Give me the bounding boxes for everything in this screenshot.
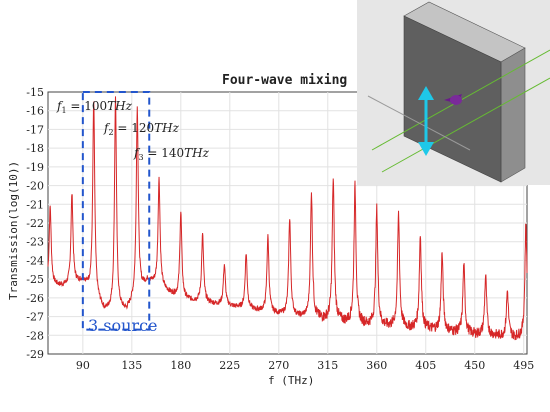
f2-annotation: f2 = 120THz (103, 121, 180, 137)
cone-base (450, 95, 462, 105)
device-inset (357, 0, 550, 185)
chart-title: Four-wave mixing (222, 73, 347, 88)
y-tick-label: -23 (26, 236, 44, 249)
series-line (47, 96, 528, 341)
y-tick-label: -27 (26, 311, 44, 324)
source-box-label: 3 source (88, 316, 158, 335)
y-tick-label: -20 (26, 180, 44, 193)
arrow-up-icon (418, 86, 434, 100)
x-tick-label: 225 (219, 359, 240, 372)
x-tick-label: 450 (464, 359, 485, 372)
x-tick-label: 405 (415, 359, 436, 372)
x-axis-label: f (THz) (268, 374, 314, 387)
y-tick-label: -16 (26, 105, 44, 118)
f1-annotation: f1 = 100THz (56, 99, 133, 115)
y-tick-label: -26 (26, 292, 44, 305)
x-tick-label: 180 (170, 359, 191, 372)
y-tick-label: -18 (26, 142, 44, 155)
annotations: f1 = 100THz f2 = 120THz f3 = 140THz 3 so… (56, 91, 210, 335)
x-tick-label: 360 (366, 359, 387, 372)
x-tick-label: 90 (76, 359, 90, 372)
y-tick-label: -22 (26, 217, 44, 230)
guide-line-lower (381, 77, 550, 173)
y-tick-label: -19 (26, 161, 44, 174)
guide-line-grey (367, 95, 471, 151)
y-axis-ticks: -15 -16 -17 -18 -19 -20 -21 -22 -23 -24 -25 -26 -27 -… (26, 86, 44, 361)
source-box (81, 91, 151, 331)
y-tick-label: -28 (26, 329, 44, 342)
slab-side-face (500, 47, 526, 183)
x-axis-ticks: 90 135 180 225 270 315 360 405 450 495 (76, 359, 534, 372)
y-tick-label: -21 (26, 198, 44, 211)
y-tick-label: -29 (26, 348, 44, 361)
y-tick-label: -17 (26, 123, 44, 136)
arrow-down-icon (418, 142, 434, 156)
x-tick-label: 315 (317, 359, 338, 372)
y-tick-label: -15 (26, 86, 44, 99)
y-tick-label: -25 (26, 273, 44, 286)
y-tick-label: -24 (26, 254, 44, 267)
y-axis-label: Transmission(log(10)) (7, 161, 20, 300)
x-tick-label: 495 (513, 359, 534, 372)
f3-annotation: f3 = 140THz (133, 146, 210, 162)
x-tick-label: 135 (121, 359, 142, 372)
x-tick-label: 270 (268, 359, 289, 372)
